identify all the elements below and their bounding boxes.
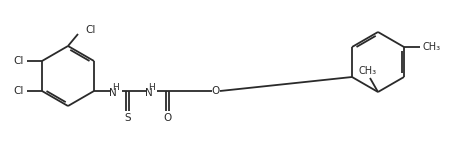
- Text: N: N: [145, 88, 153, 98]
- Text: O: O: [164, 113, 172, 123]
- Text: O: O: [212, 86, 220, 96]
- Text: N: N: [109, 88, 117, 98]
- Text: Cl: Cl: [14, 86, 24, 96]
- Text: H: H: [149, 83, 156, 93]
- Text: H: H: [113, 83, 120, 93]
- Text: CH₃: CH₃: [359, 66, 377, 76]
- Text: S: S: [125, 113, 131, 123]
- Text: Cl: Cl: [85, 25, 95, 35]
- Text: Cl: Cl: [14, 56, 24, 66]
- Text: CH₃: CH₃: [423, 42, 441, 52]
